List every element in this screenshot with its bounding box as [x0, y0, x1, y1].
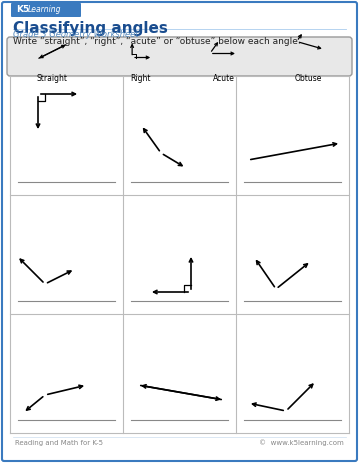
Text: K5: K5 [16, 6, 29, 14]
Text: Right: Right [130, 74, 150, 83]
FancyBboxPatch shape [11, 3, 81, 17]
Text: Straight: Straight [37, 74, 68, 83]
Text: Obtuse: Obtuse [295, 74, 322, 83]
Text: Reading and Math for K-5: Reading and Math for K-5 [15, 440, 103, 446]
Text: Classifying angles: Classifying angles [13, 21, 168, 36]
Text: Learning: Learning [28, 6, 61, 14]
Text: Acute: Acute [213, 74, 235, 83]
Text: Write “straight”, “right”, “acute” or “obtuse” below each angle.: Write “straight”, “right”, “acute” or “o… [13, 37, 301, 46]
FancyBboxPatch shape [7, 37, 352, 76]
Text: ©  www.k5learning.com: © www.k5learning.com [259, 440, 344, 446]
Text: Grade 3 Geometry Worksheet: Grade 3 Geometry Worksheet [13, 30, 139, 39]
